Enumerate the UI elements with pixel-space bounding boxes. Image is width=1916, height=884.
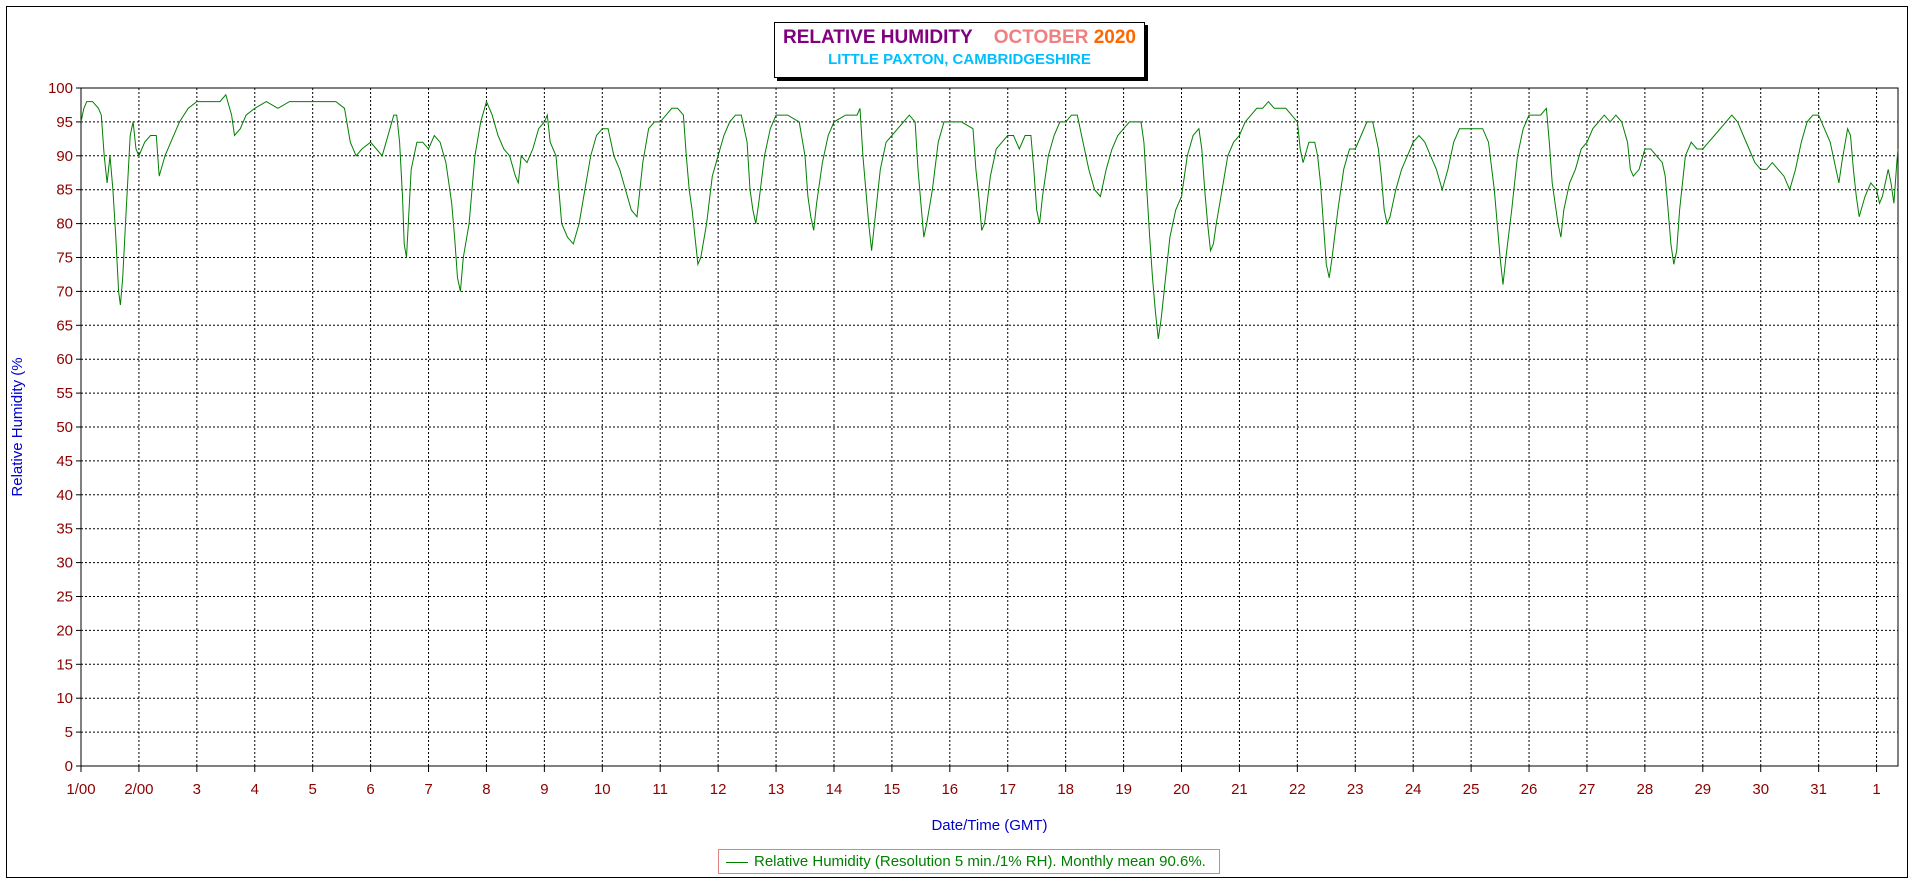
- grid-lines: [81, 88, 1898, 766]
- x-tick-label: 25: [1463, 781, 1480, 798]
- y-tick-label: 40: [56, 487, 73, 504]
- x-tick-label: 13: [768, 781, 785, 798]
- x-tick-label: 27: [1579, 781, 1596, 798]
- x-axis-ticks: 1/00 2/00 3 4 5 6 7 8 9 10 11 12 13 14 15 16 17 18 19 20 21 2…: [66, 766, 1881, 798]
- x-tick-label: 24: [1405, 781, 1422, 798]
- x-tick-label: 22: [1289, 781, 1306, 798]
- chart-subtitle: LITTLE PAXTON, CAMBRIDGESHIRE: [828, 51, 1091, 68]
- y-tick-label: 30: [56, 555, 73, 572]
- x-tick-label: 23: [1347, 781, 1364, 798]
- x-tick-label: 29: [1694, 781, 1711, 798]
- x-tick-label: 18: [1057, 781, 1074, 798]
- x-tick-label: 12: [710, 781, 727, 798]
- chart-title: RELATIVE HUMIDITY OCTOBER 2020: [775, 27, 1144, 49]
- chart-title-box: RELATIVE HUMIDITY OCTOBER 2020 LITTLE PA…: [774, 22, 1145, 78]
- title-month: OCTOBER: [993, 27, 1089, 48]
- x-tick-label: 11: [652, 781, 668, 798]
- x-axis-label: Date/Time (GMT): [931, 817, 1047, 834]
- title-year: 2020: [1093, 27, 1136, 48]
- x-tick-label: 20: [1173, 781, 1190, 798]
- y-tick-label: 50: [56, 419, 73, 436]
- x-tick-label: 30: [1752, 781, 1769, 798]
- y-tick-label: 5: [65, 724, 73, 741]
- y-tick-label: 80: [56, 216, 73, 233]
- y-tick-label: 75: [56, 250, 73, 267]
- x-tick-label: 8: [482, 781, 490, 798]
- x-tick-label: 21: [1231, 781, 1248, 798]
- y-tick-label: 55: [56, 385, 73, 402]
- title-relative-humidity: RELATIVE HUMIDITY: [782, 27, 973, 48]
- x-tick-label: 3: [193, 781, 201, 798]
- y-tick-label: 0: [65, 758, 73, 775]
- x-tick-label: 15: [884, 781, 901, 798]
- x-tick-label: 28: [1637, 781, 1654, 798]
- x-tick-label: 31: [1810, 781, 1827, 798]
- y-tick-label: 15: [56, 656, 73, 673]
- y-tick-label: 10: [56, 690, 73, 707]
- x-tick-label: 14: [826, 781, 843, 798]
- y-tick-label: 85: [56, 182, 73, 199]
- series-line-relative-humidity: [80, 93, 1899, 339]
- x-tick-label: 1/00: [66, 781, 95, 798]
- y-axis-ticks: 0 5 10 15 20 25 30 35 40 45 50 55 60 65 70 75 80 85 90 95 10…: [48, 80, 81, 775]
- x-tick-label: 19: [1115, 781, 1132, 798]
- x-tick-label: 5: [309, 781, 317, 798]
- x-tick-label: 6: [366, 781, 374, 798]
- y-tick-label: 45: [56, 453, 73, 470]
- y-tick-label: 100: [48, 80, 73, 97]
- y-tick-label: 60: [56, 351, 73, 368]
- x-tick-label: 7: [424, 781, 432, 798]
- y-tick-label: 65: [56, 317, 73, 334]
- y-tick-label: 25: [56, 589, 73, 606]
- x-tick-label: 9: [540, 781, 548, 798]
- legend-entry: Relative Humidity (Resolution 5 min./1% …: [754, 853, 1206, 870]
- y-tick-label: 70: [56, 283, 73, 300]
- chart-legend: Relative Humidity (Resolution 5 min./1% …: [718, 849, 1220, 874]
- chart-frame: [6, 6, 1908, 878]
- y-tick-label: 35: [56, 521, 73, 538]
- y-tick-label: 95: [56, 114, 73, 131]
- legend-swatch: [726, 862, 748, 863]
- x-tick-label: 1: [1872, 781, 1880, 798]
- y-tick-label: 20: [56, 622, 73, 639]
- x-tick-label: 16: [941, 781, 958, 798]
- x-tick-label: 17: [999, 781, 1016, 798]
- y-axis-label: Relative Humidity (%: [9, 357, 26, 496]
- y-tick-label: 90: [56, 148, 73, 165]
- x-tick-label: 2/00: [124, 781, 153, 798]
- x-tick-label: 10: [594, 781, 611, 798]
- x-tick-label: 4: [251, 781, 259, 798]
- x-tick-label: 26: [1521, 781, 1538, 798]
